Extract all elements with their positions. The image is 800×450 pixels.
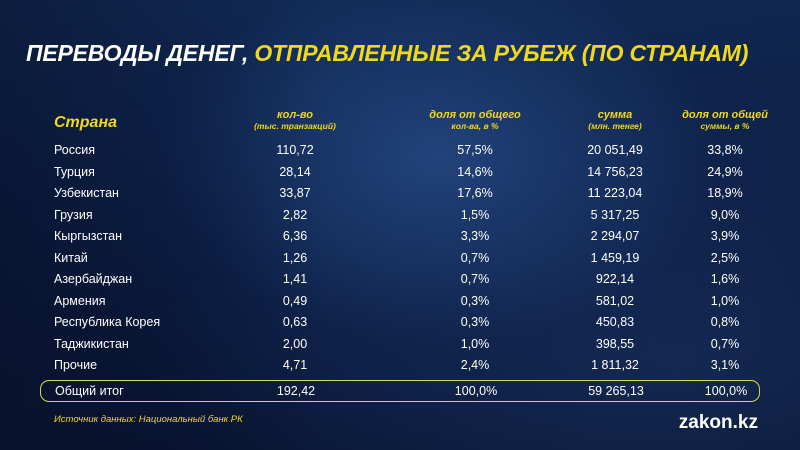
cell-country: Прочие	[54, 358, 98, 372]
cell-country: Азербайджан	[54, 272, 133, 286]
cell-count: 0,63	[282, 315, 308, 329]
source-note: Источник данных: Национальный банк РК	[54, 414, 243, 425]
cell-count: 28,14	[279, 164, 311, 179]
header-sum-sub: (млн. тенге)	[588, 121, 642, 131]
cell-sum: 11 223,04	[587, 186, 643, 200]
table-header: Страна кол-во (тыс. транзакций) доля от …	[40, 110, 768, 140]
cell-sum-share: 24,9%	[707, 164, 743, 179]
cell-country: Армения	[54, 293, 106, 308]
cell-count-share: 1,5%	[460, 207, 490, 222]
cell-sum: 398,55	[595, 336, 635, 351]
header-count-label: кол-во	[277, 109, 313, 121]
header-count-share-label: доля от общего	[429, 109, 521, 121]
cell-count-share: 14,6%	[457, 164, 493, 179]
header-count-sub: (тыс. транзакций)	[254, 121, 336, 131]
cell-count-share: 0,7%	[460, 272, 490, 286]
cell-sum-share: 33,8%	[707, 143, 743, 157]
cell-sum-share: 3,9%	[710, 229, 740, 243]
cell-sum: 1 811,32	[591, 358, 639, 372]
total-row: Общий итог 192,42 100,0% 59 265,13 100,0…	[40, 379, 760, 402]
cell-count-share: 57,5%	[457, 143, 493, 157]
cell-count: 6,36	[282, 229, 308, 243]
total-label: Общий итог	[55, 383, 124, 398]
header-sum-share-sub: суммы, в %	[700, 121, 750, 131]
cell-country: Кыргызстан	[54, 229, 123, 243]
cell-sum-share: 2,5%	[710, 250, 740, 265]
header-sum-share-label: доля от общей	[682, 109, 768, 121]
header-count: кол-во (тыс. транзакций)	[240, 110, 350, 132]
header-count-share-sub: кол-ва, в %	[451, 121, 499, 131]
total-count-share: 100,0%	[454, 383, 498, 398]
cell-sum-share: 0,7%	[710, 336, 740, 351]
cell-count-share: 0,3%	[460, 293, 490, 308]
table-row: Таджикистан 2,00 1,0% 398,55 0,7%	[40, 334, 760, 356]
title-part-white: ПЕРЕВОДЫ ДЕНЕГ,	[26, 40, 249, 66]
cell-count: 0,49	[282, 293, 308, 308]
table-row: Китай 1,26 0,7% 1 459,19 2,5%	[40, 248, 760, 270]
cell-sum: 1 459,19	[590, 250, 640, 265]
cell-sum: 14 756,23	[587, 164, 643, 179]
cell-country: Россия	[54, 143, 95, 157]
cell-sum-share: 1,6%	[710, 272, 740, 286]
cell-count-share: 1,0%	[460, 336, 490, 351]
cell-country: Таджикистан	[54, 336, 129, 351]
cell-count: 110,72	[276, 143, 314, 157]
table-row: Узбекистан 33,87 17,6% 11 223,04 18,9%	[40, 183, 760, 205]
data-table: Страна кол-во (тыс. транзакций) доля от …	[40, 110, 768, 402]
table-row: Азербайджан 1,41 0,7% 922,14 1,6%	[40, 269, 760, 291]
table-row: Грузия 2,82 1,5% 5 317,25 9,0%	[40, 205, 760, 227]
cell-sum-share: 1,0%	[710, 293, 740, 308]
cell-count-share: 0,7%	[460, 250, 490, 265]
brand-logo: zakon.kz	[678, 412, 758, 433]
header-country: Страна	[54, 114, 118, 131]
cell-sum: 2 294,07	[590, 229, 640, 243]
cell-country: Китай	[54, 250, 88, 265]
header-sum-label: сумма	[597, 109, 633, 121]
cell-count: 2,82	[282, 207, 308, 222]
cell-count: 4,71	[282, 358, 308, 372]
table-row: Армения 0,49 0,3% 581,02 1,0%	[40, 291, 760, 313]
total-count: 192,42	[276, 383, 316, 398]
cell-count-share: 3,3%	[460, 229, 490, 243]
cell-sum: 581,02	[595, 293, 635, 308]
table-row: Кыргызстан 6,36 3,3% 2 294,07 3,9%	[40, 226, 760, 248]
table-row: Прочие 4,71 2,4% 1 811,32 3,1%	[40, 355, 760, 377]
cell-count: 2,00	[282, 336, 308, 351]
cell-country: Турция	[54, 164, 95, 179]
cell-sum-share: 18,9%	[707, 186, 743, 200]
cell-count: 1,26	[282, 250, 308, 265]
cell-sum-share: 3,1%	[710, 358, 740, 372]
cell-country: Грузия	[54, 207, 93, 222]
table-row: Турция 28,14 14,6% 14 756,23 24,9%	[40, 162, 760, 184]
total-sum-share: 100,0%	[704, 383, 748, 398]
cell-sum-share: 9,0%	[710, 207, 740, 222]
header-sum-share: доля от общей суммы, в %	[670, 110, 780, 132]
header-count-share: доля от общего кол-ва, в %	[420, 110, 530, 132]
cell-country: Республика Корея	[54, 315, 161, 329]
cell-count: 33,87	[279, 186, 311, 200]
title-part-accent: ОТПРАВЛЕННЫЕ ЗА РУБЕЖ (ПО СТРАНАМ)	[254, 40, 749, 66]
header-sum: сумма (млн. тенге)	[560, 110, 670, 132]
table-row: Республика Корея 0,63 0,3% 450,83 0,8%	[40, 312, 760, 334]
cell-sum: 20 051,49	[587, 143, 643, 157]
cell-sum: 922,14	[595, 272, 635, 286]
cell-count: 1,41	[282, 272, 308, 286]
cell-sum: 450,83	[595, 315, 635, 329]
cell-count-share: 0,3%	[460, 315, 490, 329]
cell-count-share: 17,6%	[457, 186, 493, 200]
cell-country: Узбекистан	[54, 186, 119, 200]
table-row: Россия 110,72 57,5% 20 051,49 33,8%	[40, 140, 760, 162]
cell-sum-share: 0,8%	[710, 315, 740, 329]
page-title: ПЕРЕВОДЫ ДЕНЕГ, ОТПРАВЛЕННЫЕ ЗА РУБЕЖ (П…	[26, 40, 786, 67]
cell-sum: 5 317,25	[590, 207, 640, 222]
total-sum: 59 265,13	[588, 383, 644, 398]
cell-count-share: 2,4%	[460, 358, 490, 372]
